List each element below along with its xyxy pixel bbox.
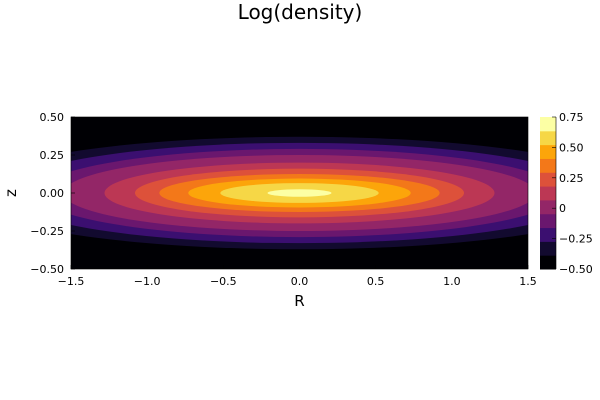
colorbar-tick-label: 0.25 bbox=[559, 172, 584, 185]
colorbar-tick-label: −0.50 bbox=[559, 263, 593, 276]
y-tick-label: 0.25 bbox=[40, 149, 65, 162]
colorbar: −0.50 −0.25 0 0.25 0.50 0.75 bbox=[540, 111, 593, 276]
x-axis-label: R bbox=[294, 292, 304, 310]
x-axis: −1.5 −1.0 −0.5 0.0 0.5 1.0 1.5 bbox=[58, 265, 537, 288]
colorbar-swatch bbox=[540, 241, 556, 256]
y-tick-label: −0.25 bbox=[30, 225, 64, 238]
colorbar-swatch bbox=[540, 186, 556, 201]
y-tick-label: 0.50 bbox=[40, 111, 65, 124]
x-tick-label: 0.0 bbox=[291, 275, 309, 288]
colorbar-swatch bbox=[540, 144, 556, 159]
x-tick-label: 1.0 bbox=[443, 275, 461, 288]
x-tick-label: −1.5 bbox=[58, 275, 85, 288]
y-axis: −0.50 −0.25 0.00 0.25 0.50 bbox=[30, 111, 75, 276]
colorbar-tick-label: 0.75 bbox=[559, 111, 584, 124]
colorbar-swatch bbox=[540, 172, 556, 187]
x-tick-label: −0.5 bbox=[210, 275, 237, 288]
colorbar-swatch bbox=[540, 199, 556, 215]
colorbar-tick-label: 0.50 bbox=[559, 141, 584, 154]
colorbar-swatch bbox=[540, 158, 556, 173]
x-tick-label: 0.5 bbox=[367, 275, 385, 288]
colorbar-tick-label: 0 bbox=[559, 202, 566, 215]
x-tick-label: −1.0 bbox=[134, 275, 161, 288]
colorbar-swatch bbox=[540, 117, 556, 132]
y-tick-label: −0.50 bbox=[30, 263, 64, 276]
colorbar-swatch bbox=[540, 227, 556, 242]
colorbar-swatch bbox=[540, 130, 556, 146]
colorbar-tick-label: −0.25 bbox=[559, 233, 593, 246]
y-axis-label: z bbox=[2, 189, 20, 197]
colorbar-swatch bbox=[540, 255, 556, 270]
plot-area bbox=[71, 117, 528, 269]
x-tick-label: 1.5 bbox=[519, 275, 537, 288]
chart-title: Log(density) bbox=[238, 0, 363, 24]
y-tick-label: 0.00 bbox=[40, 187, 65, 200]
colorbar-swatch bbox=[540, 213, 556, 229]
contour-band-9 bbox=[267, 189, 332, 197]
